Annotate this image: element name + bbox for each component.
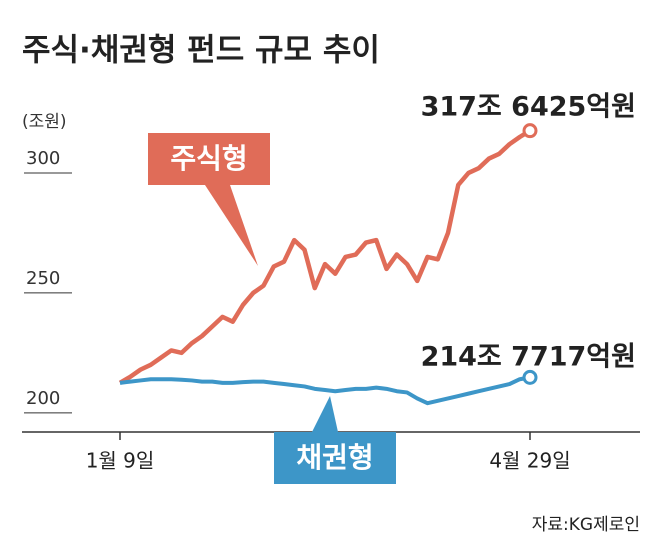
series-line [118, 128, 532, 385]
y-unit: (조원) [22, 112, 67, 132]
end-marker [522, 123, 538, 139]
legend-pointer [205, 185, 258, 266]
chart-title: 주식·채권형 펀드 규모 추이 [22, 33, 380, 69]
end-label: 214조 7717억원 [421, 342, 636, 373]
legend-label: 주식형 [170, 142, 247, 175]
legend-label: 채권형 [296, 441, 373, 474]
series-line [119, 375, 531, 406]
legend-box [148, 133, 270, 185]
y-tick-label: 250 [26, 268, 60, 289]
legend-pointer [312, 396, 338, 432]
end-label: 317조 6425억원 [421, 92, 636, 123]
end-marker [522, 369, 538, 385]
x-tick-label: 1월 9일 [86, 449, 155, 473]
y-tick-label: 200 [26, 388, 60, 409]
source: 자료:KG제로인 [532, 515, 640, 535]
legend-box [274, 432, 396, 484]
y-tick-label: 300 [26, 148, 60, 169]
x-tick-label: 4월 29일 [489, 449, 570, 473]
